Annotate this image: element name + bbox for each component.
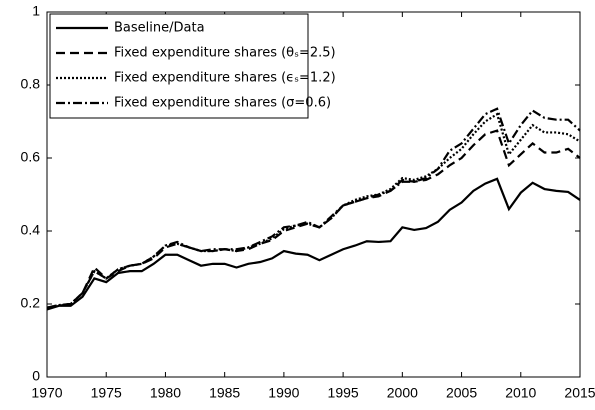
legend-box — [49, 13, 309, 119]
x-tick-label: 2010 — [505, 385, 536, 401]
y-tick-label: 0.6 — [21, 149, 41, 165]
x-tick-label: 1995 — [328, 385, 359, 401]
series-line — [46, 177, 581, 311]
x-tick-label: 2005 — [446, 385, 477, 401]
y-tick-label: 1 — [32, 3, 40, 19]
x-tick-label: 1980 — [150, 385, 181, 401]
x-tick-label: 2000 — [387, 385, 418, 401]
x-tick-label: 1985 — [209, 385, 240, 401]
y-tick-label: 0.4 — [21, 222, 41, 238]
x-tick-label: 2015 — [564, 385, 595, 401]
x-tick-label: 1990 — [268, 385, 299, 401]
y-tick-label: 0.2 — [21, 295, 41, 311]
legend-label: Baseline/Data — [114, 21, 205, 36]
y-tick-label: 0 — [32, 368, 40, 384]
x-tick-label: 1975 — [91, 385, 122, 401]
x-tick-label: 1970 — [31, 385, 62, 401]
y-tick-label: 0.8 — [21, 76, 41, 92]
legend-label: Fixed expenditure shares (θₛ=2.5) — [114, 46, 336, 61]
legend-label: Fixed expenditure shares (σ=0.6) — [114, 96, 331, 111]
series-line — [46, 107, 581, 309]
legend-label: Fixed expenditure shares (ϵₛ=1.2) — [114, 71, 336, 86]
